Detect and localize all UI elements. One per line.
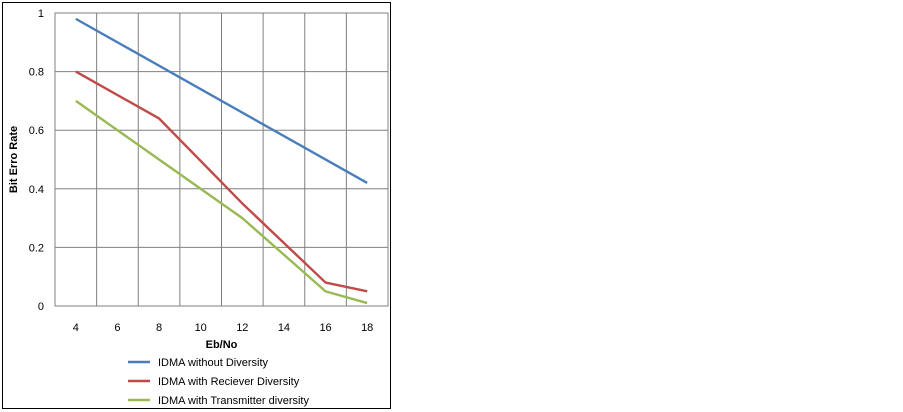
y-tick-label: 0.8 <box>29 67 44 79</box>
y-tick-label: 0.6 <box>29 125 44 137</box>
x-tick-label: 8 <box>156 322 162 334</box>
x-tick-label: 14 <box>278 322 290 334</box>
x-tick-label: 6 <box>114 322 120 334</box>
plot-area <box>54 12 389 307</box>
legend-label: IDMA with Reciever Diversity <box>158 376 300 388</box>
series-line-3 <box>75 99 368 305</box>
x-tick-label: 16 <box>319 322 331 334</box>
y-tick-label: 0.2 <box>29 242 44 254</box>
y-axis-ticks: 0 0.2 0.4 0.6 0.8 1 <box>29 8 44 313</box>
legend: IDMA without Diversity IDMA with Reciever… <box>128 357 309 407</box>
x-axis-title: Eb/No <box>206 339 238 351</box>
x-axis-ticks: 4 6 8 10 12 14 16 18 <box>73 322 374 334</box>
y-tick-label: 0 <box>38 301 44 313</box>
chart-frame <box>2 2 391 409</box>
x-tick-label: 18 <box>361 322 373 334</box>
series-line-2 <box>75 70 368 293</box>
x-tick-label: 12 <box>236 322 248 334</box>
series-line-1 <box>75 17 368 184</box>
y-axis-title: Bit Erro Rate <box>8 126 20 193</box>
y-tick-label: 0.4 <box>29 184 44 196</box>
series-lines <box>75 17 368 305</box>
legend-label: IDMA with Transmitter diversity <box>158 395 309 407</box>
grid-lines <box>55 12 388 307</box>
x-tick-label: 4 <box>73 322 79 334</box>
y-tick-label: 1 <box>38 8 44 20</box>
x-tick-label: 10 <box>195 322 207 334</box>
legend-label: IDMA without Diversity <box>158 357 269 369</box>
